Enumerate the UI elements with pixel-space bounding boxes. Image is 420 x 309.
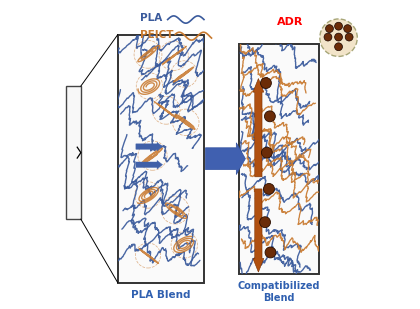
Text: Compatibilized
Blend: Compatibilized Blend: [238, 281, 320, 303]
FancyArrow shape: [136, 160, 163, 169]
Bar: [239, 44, 319, 273]
Circle shape: [320, 19, 357, 57]
Bar: [66, 86, 81, 219]
FancyArrow shape: [136, 142, 163, 151]
Circle shape: [345, 33, 353, 41]
FancyArrow shape: [253, 78, 264, 177]
Bar: [118, 35, 204, 283]
FancyArrow shape: [253, 189, 264, 272]
Text: ADR: ADR: [276, 16, 303, 27]
Circle shape: [263, 184, 274, 194]
Circle shape: [265, 111, 276, 122]
Circle shape: [261, 147, 272, 158]
Bar: [239, 44, 319, 273]
Circle shape: [326, 25, 333, 32]
FancyArrow shape: [205, 143, 245, 175]
Circle shape: [260, 78, 271, 88]
Circle shape: [260, 217, 270, 228]
Text: PLA Blend: PLA Blend: [131, 290, 191, 300]
Circle shape: [324, 33, 332, 41]
Circle shape: [335, 33, 342, 41]
Bar: [118, 35, 204, 283]
Circle shape: [335, 22, 342, 30]
Circle shape: [335, 43, 342, 51]
Circle shape: [344, 25, 352, 32]
Circle shape: [265, 247, 276, 258]
Text: PLA: PLA: [140, 14, 163, 23]
Text: PEICT: PEICT: [140, 30, 174, 40]
